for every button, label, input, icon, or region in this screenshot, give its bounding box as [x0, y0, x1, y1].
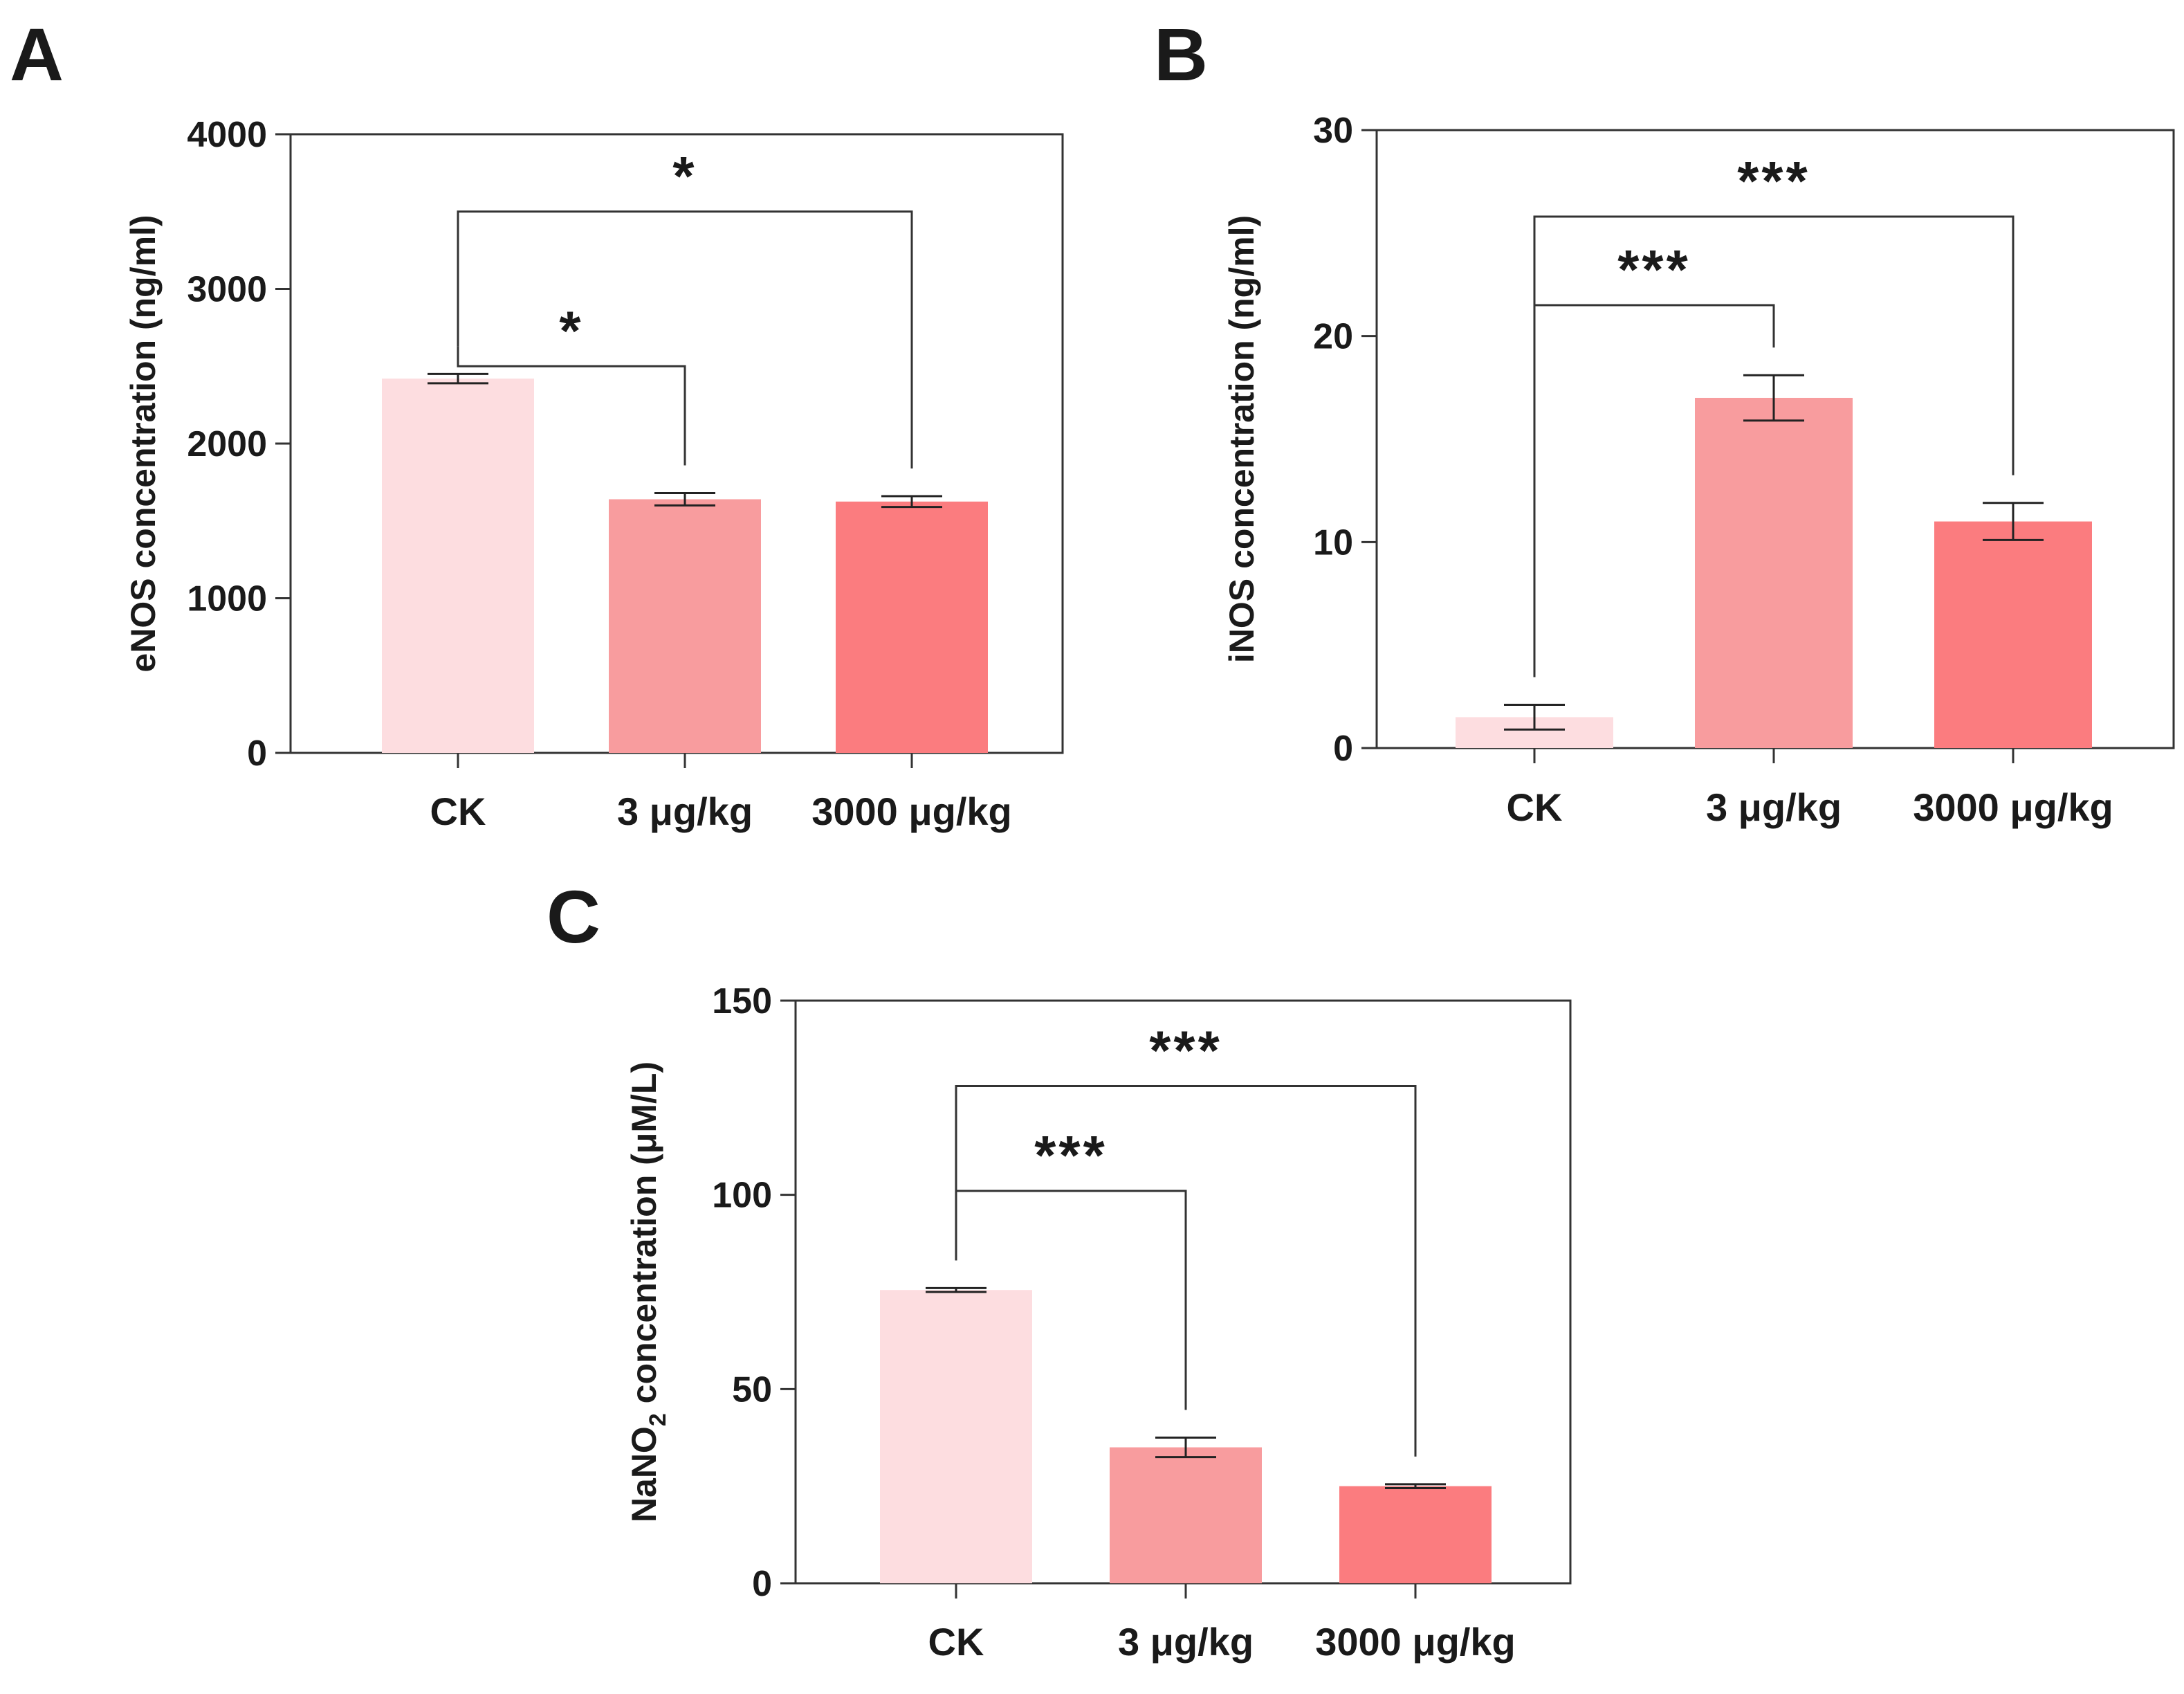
bar — [1339, 1486, 1492, 1583]
bar — [382, 379, 534, 753]
significance-bracket — [457, 346, 686, 466]
significance-label: *** — [1149, 1019, 1222, 1081]
y-tick-label: 150 — [712, 981, 772, 1021]
significance-label: * — [559, 300, 583, 361]
significance-bracket — [955, 1084, 1417, 1457]
category-label: 3000 μg/kg — [811, 790, 1012, 833]
significance-bracket — [1533, 215, 2015, 677]
bar — [836, 501, 988, 753]
y-axis-label-rest: concentration (μM/L) — [625, 1062, 663, 1413]
panel-a: A 0 1000 2000 3000 4000 eNOS concentration (ng… — [10, 12, 1064, 833]
y-tick-label: 100 — [712, 1176, 772, 1216]
y-axis-label-subscript: 2 — [645, 1413, 671, 1426]
y-tick-label: 0 — [247, 734, 267, 774]
bar — [1110, 1447, 1262, 1583]
y-tick-label: 0 — [752, 1564, 772, 1604]
bar — [1934, 521, 2092, 748]
y-axis-label: NaNO2 concentration (μM/L) — [625, 1062, 671, 1522]
y-axis-label: eNOS concentration (ng/ml) — [124, 215, 163, 672]
y-tick-label: 20 — [1313, 317, 1353, 357]
significance-bracket — [457, 210, 913, 468]
y-tick-label: 10 — [1313, 522, 1353, 563]
category-label: 3 μg/kg — [1706, 785, 1842, 829]
panel-b: B 0 10 20 30 iNOS concentration (ng/ml) CK 3 μg… — [1154, 12, 2175, 829]
y-axis-label: iNOS concentration (ng/ml) — [1222, 215, 1261, 663]
y-tick-label: 1000 — [187, 579, 267, 619]
category-label: 3000 μg/kg — [1913, 785, 2113, 829]
bar — [609, 499, 761, 753]
y-tick-label: 3000 — [187, 270, 267, 310]
bar — [1695, 397, 1853, 748]
category-label: CK — [928, 1620, 984, 1664]
y-tick-label: 50 — [732, 1369, 772, 1410]
y-tick-label: 0 — [1333, 729, 1353, 769]
category-label: 3 μg/kg — [1118, 1620, 1254, 1664]
panel-c: C 0 50 100 150 NaNO2 concentration (μM/L) CK 3 … — [547, 875, 1572, 1664]
panel-letter: B — [1154, 12, 1208, 96]
panel-letter: C — [547, 875, 600, 958]
significance-label: *** — [1737, 150, 1810, 212]
panel-letter: A — [10, 12, 64, 96]
significance-label: *** — [1034, 1124, 1107, 1186]
category-label: CK — [430, 790, 486, 833]
y-tick-label: 4000 — [187, 115, 267, 155]
y-tick-label: 2000 — [187, 424, 267, 464]
y-tick-label: 30 — [1313, 111, 1353, 151]
significance-label: * — [672, 145, 697, 207]
significance-label: *** — [1617, 239, 1690, 300]
category-label: 3 μg/kg — [617, 790, 753, 833]
category-label: 3000 μg/kg — [1315, 1620, 1516, 1664]
y-axis-label-main: NaNO — [625, 1426, 663, 1522]
bar — [880, 1290, 1032, 1583]
category-label: CK — [1507, 785, 1563, 829]
